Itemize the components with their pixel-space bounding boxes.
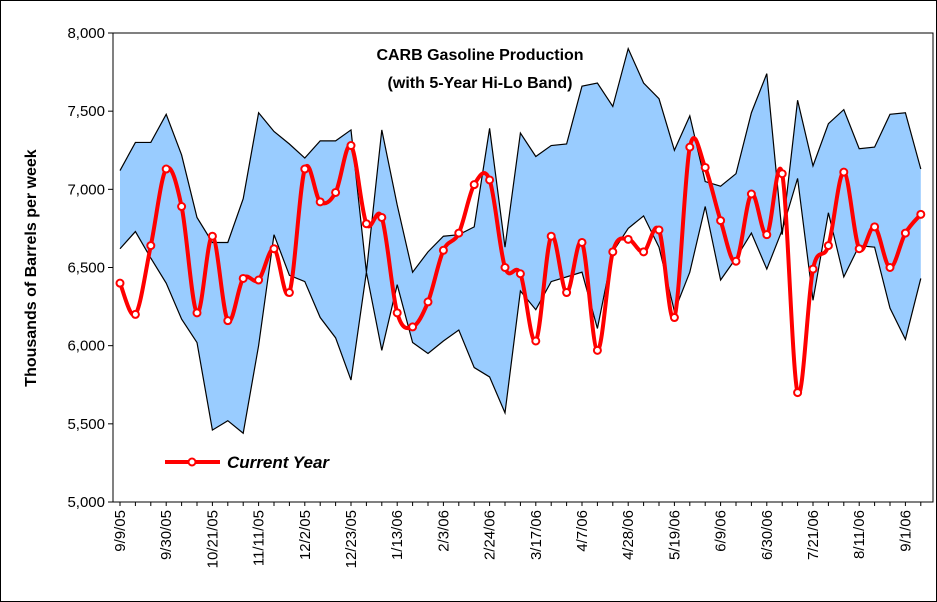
y-tick-label: 6,500: [67, 260, 105, 277]
point: [669, 313, 679, 323]
point: [177, 202, 187, 212]
point: [762, 230, 772, 240]
point: [254, 275, 264, 285]
point: [469, 180, 479, 190]
x-tick-label: 4/7/06: [574, 510, 591, 552]
point: [223, 316, 233, 326]
y-tick-label: 7,000: [67, 181, 105, 198]
point: [315, 197, 325, 207]
point: [438, 245, 448, 255]
band-high-line: [119, 46, 922, 274]
point: [238, 273, 248, 283]
chart-subtitle: (with 5-Year Hi-Lo Band): [388, 75, 573, 92]
y-tick-label: 7,500: [67, 103, 105, 120]
x-tick-label: 7/21/06: [805, 510, 822, 560]
point: [531, 336, 541, 346]
point: [823, 241, 833, 251]
point: [654, 225, 664, 235]
y-tick-label: 5,000: [67, 494, 105, 511]
point: [300, 164, 310, 174]
x-tick-label: 9/30/05: [158, 510, 175, 560]
x-tick-label: 1/13/06: [389, 510, 406, 560]
point: [408, 322, 418, 332]
x-tick-label: 9/1/06: [897, 510, 914, 552]
point: [361, 219, 371, 229]
point: [608, 247, 618, 257]
hi-lo-band: [120, 48, 921, 434]
point: [793, 388, 803, 398]
x-tick-label: 12/23/05: [343, 510, 360, 568]
point: [423, 297, 433, 307]
point: [808, 264, 818, 274]
x-tick-label: 11/11/05: [251, 510, 268, 566]
y-axis-label: Thousands of Barrels per week: [23, 149, 40, 387]
point: [839, 167, 849, 177]
x-tick-label: 10/21/05: [204, 510, 221, 568]
point: [746, 189, 756, 199]
point: [900, 228, 910, 238]
point: [130, 309, 140, 319]
point: [192, 308, 202, 318]
x-tick-label: 9/9/05: [112, 510, 129, 552]
point: [207, 231, 217, 241]
point: [377, 212, 387, 222]
x-tick-label: 5/19/06: [666, 510, 683, 560]
x-tick-label: 6/30/06: [759, 510, 776, 560]
x-tick-label: 2/3/06: [435, 510, 452, 552]
point: [392, 308, 402, 318]
y-tick-label: 6,000: [67, 338, 105, 355]
x-tick-label: 4/28/06: [620, 510, 637, 560]
point: [639, 247, 649, 257]
point: [115, 278, 125, 288]
point: [546, 231, 556, 241]
point: [284, 288, 294, 298]
point: [870, 222, 880, 232]
point: [562, 288, 572, 298]
point: [500, 263, 510, 272]
point: [685, 142, 695, 152]
point: [916, 209, 926, 219]
point: [716, 216, 726, 226]
point: [515, 269, 525, 279]
y-tick-label: 5,500: [67, 416, 105, 433]
point: [269, 244, 279, 254]
point: [731, 256, 741, 266]
point: [885, 263, 895, 272]
point: [454, 228, 464, 238]
chart-title: CARB Gasoline Production: [376, 47, 583, 64]
point: [346, 141, 356, 151]
legend-label: Current Year: [227, 453, 330, 472]
point: [592, 345, 602, 355]
x-tick-label: 12/2/05: [297, 510, 314, 560]
point: [623, 234, 633, 244]
y-tick-label: 8,000: [67, 25, 105, 42]
point: [854, 244, 864, 254]
point: [161, 164, 171, 174]
x-tick-label: 8/11/06: [851, 510, 868, 559]
point: [485, 175, 495, 185]
x-tick-label: 6/9/06: [713, 510, 730, 552]
x-tick-label: 3/17/06: [528, 510, 545, 560]
point: [777, 169, 787, 179]
point: [146, 241, 156, 251]
point: [700, 162, 710, 172]
x-tick-label: 2/24/06: [482, 510, 499, 560]
point: [331, 187, 341, 197]
legend-marker: [187, 457, 197, 467]
point: [577, 237, 587, 247]
